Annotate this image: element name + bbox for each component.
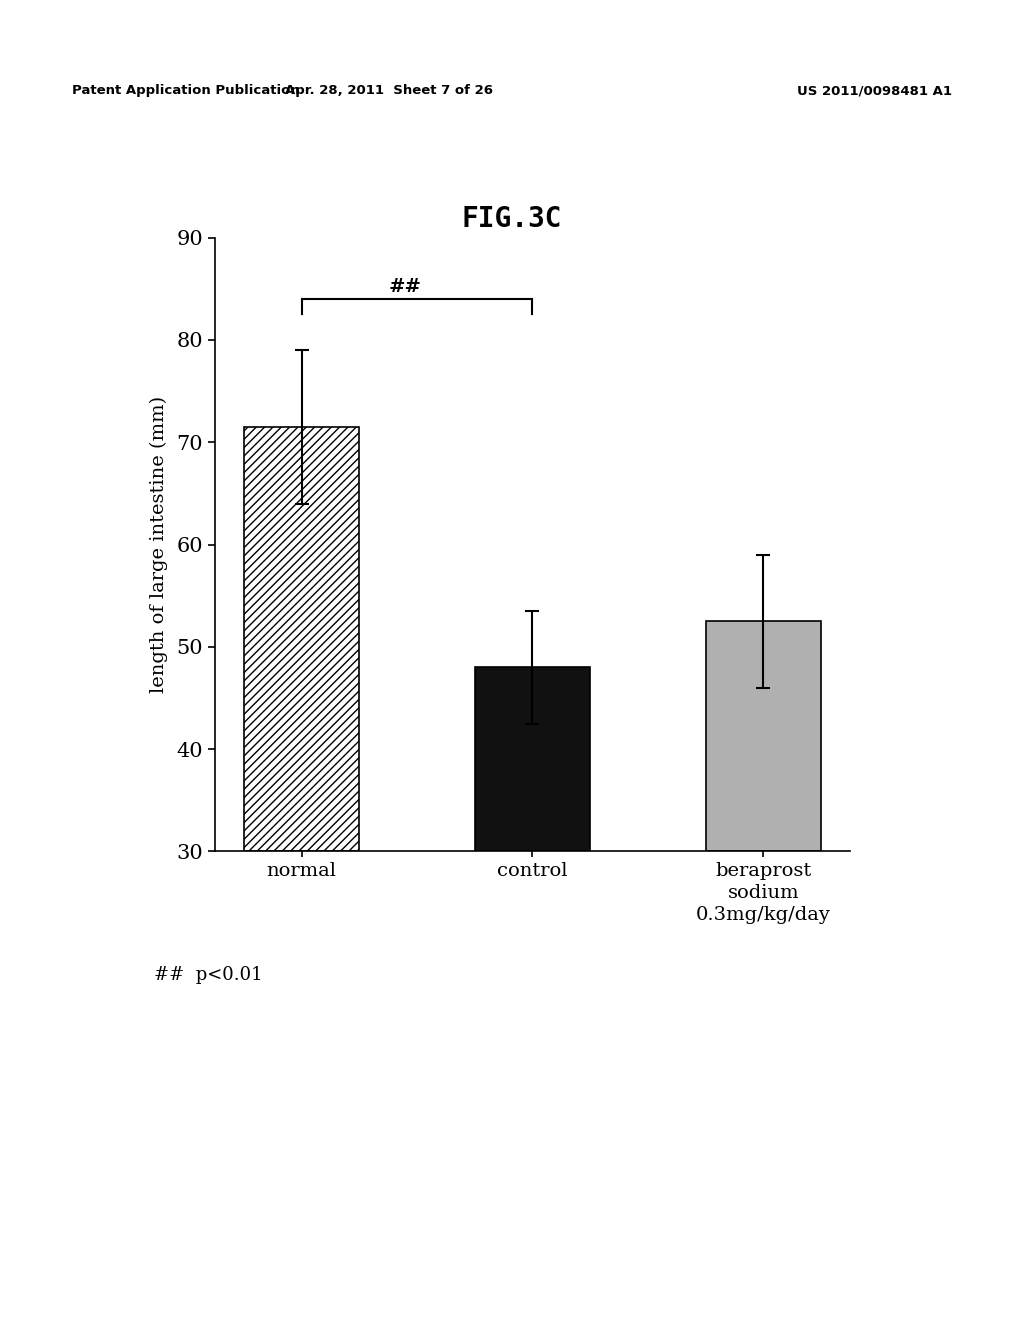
Text: FIG.3C: FIG.3C [462, 205, 562, 232]
Bar [244, 426, 359, 851]
Text: ##  p<0.01: ## p<0.01 [154, 966, 262, 985]
Bar [706, 622, 821, 851]
Y-axis label: length of large intestine (mm): length of large intestine (mm) [150, 396, 168, 693]
Text: ##: ## [389, 279, 422, 296]
Bar [475, 668, 590, 851]
Text: US 2011/0098481 A1: US 2011/0098481 A1 [798, 84, 952, 98]
Text: Patent Application Publication: Patent Application Publication [72, 84, 299, 98]
Text: Apr. 28, 2011  Sheet 7 of 26: Apr. 28, 2011 Sheet 7 of 26 [285, 84, 494, 98]
